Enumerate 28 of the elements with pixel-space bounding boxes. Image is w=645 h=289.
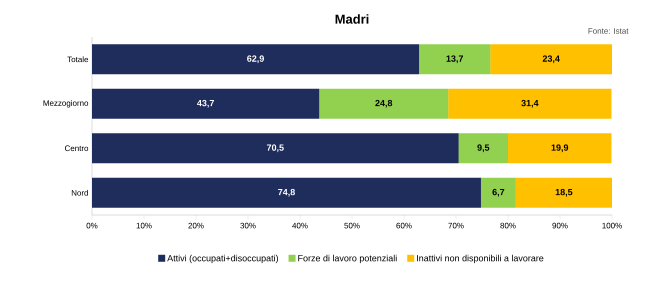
bar — [319, 88, 448, 119]
data-label: 13,7 — [446, 55, 464, 64]
bar — [516, 178, 612, 208]
bar — [448, 88, 612, 119]
bar — [92, 44, 420, 74]
bar — [480, 178, 516, 208]
data-label: 70,5 — [266, 144, 284, 152]
bar — [490, 44, 612, 74]
legend-label: Forze di lavoro potenziali — [298, 254, 397, 264]
data-label: 18,5 — [556, 188, 572, 197]
data-label: 74,8 — [278, 188, 295, 197]
data-label: 62,9 — [247, 55, 264, 64]
data-label: 19,9 — [552, 144, 568, 152]
legend-label: Attivi (occupati+disoccupati) — [167, 254, 278, 264]
data-label: 23,4 — [542, 55, 560, 64]
chart-title: Madri — [336, 14, 368, 24]
data-label: 43,7 — [197, 100, 214, 108]
bar — [92, 178, 481, 208]
bar — [508, 133, 612, 164]
bar — [92, 88, 320, 119]
data-label: 31,4 — [521, 100, 539, 108]
bar — [419, 44, 490, 74]
data-label: 6,7 — [492, 188, 504, 197]
legend-label: Inattivi non disponibili a lavorare — [417, 254, 544, 264]
bar — [92, 133, 459, 164]
bar — [458, 133, 508, 164]
data-label: 9,5 — [477, 144, 490, 152]
data-label: 24,8 — [375, 100, 392, 108]
